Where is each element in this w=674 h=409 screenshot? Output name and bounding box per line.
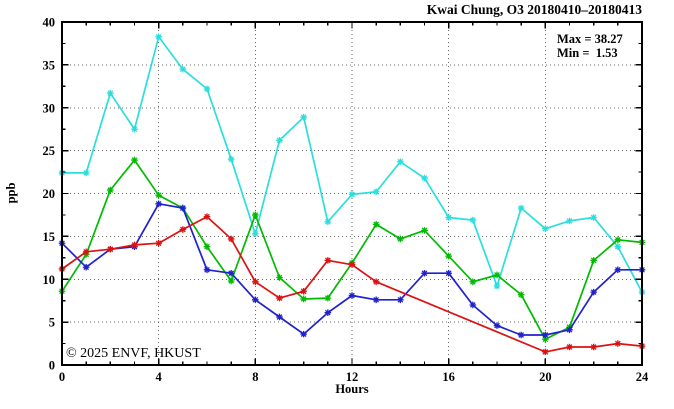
tick-labels: 0 5 10 15 20 25 30 35 40 0 4 8 12 16 20 24 <box>43 16 650 385</box>
y-tick-label: 25 <box>43 144 56 158</box>
y-tick-label: 5 <box>49 316 55 330</box>
cyan-line-markers <box>58 33 646 296</box>
red-line <box>61 215 643 353</box>
x-axis-label: Hours <box>335 382 368 396</box>
x-tick-label: 16 <box>442 370 455 384</box>
x-tick-label: 0 <box>59 370 65 384</box>
y-tick-label: 35 <box>43 58 56 72</box>
x-tick-label: 8 <box>252 370 258 384</box>
min-annotation: Min = 1.53 <box>557 46 618 60</box>
blue-line <box>61 202 642 336</box>
data-series <box>58 33 646 356</box>
x-tick-label: 24 <box>636 370 649 384</box>
y-tick-label: 15 <box>43 230 56 244</box>
axes-frame-and-ticks <box>61 21 643 366</box>
x-tick-label: 12 <box>346 370 359 384</box>
y-tick-label: 20 <box>43 187 56 201</box>
y-tick-label: 0 <box>49 359 55 373</box>
y-tick-label: 40 <box>43 16 56 30</box>
blue-line-markers <box>58 200 646 339</box>
y-tick-label: 30 <box>43 101 56 115</box>
x-tick-label: 4 <box>156 370 163 384</box>
axis-ticks <box>61 21 643 366</box>
y-axis-label: ppb <box>4 183 18 204</box>
watermark: © 2025 ENVF, HKUST <box>66 346 201 361</box>
x-tick-label: 20 <box>539 370 552 384</box>
y-tick-label: 10 <box>43 273 56 287</box>
cyan-line <box>62 35 643 293</box>
max-annotation: Max = 38.27 <box>557 32 623 46</box>
chart-title: Kwai Chung, O3 20180410–20180413 <box>427 2 643 17</box>
